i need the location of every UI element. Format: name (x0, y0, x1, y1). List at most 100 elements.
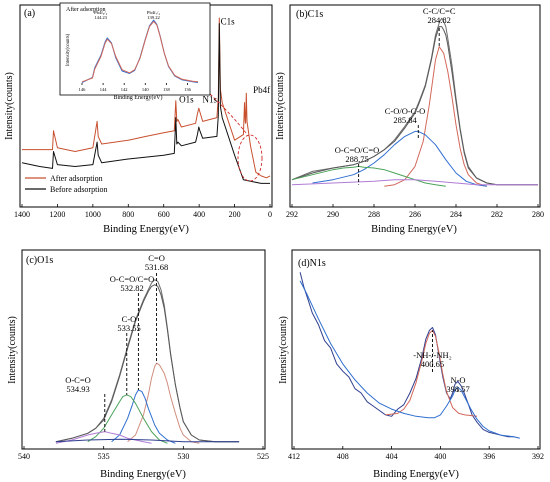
panel-d-series (299, 272, 520, 439)
panel-c-x-ticks: 540 535 530 525 (18, 446, 269, 461)
panel-b-ylabel: Intensity(counts) (275, 72, 286, 140)
panel-c-x-tick-label-3: 525 (257, 452, 269, 461)
panel-a-x-tick-label-6: 200 (229, 210, 241, 219)
panel-d: (d)N1s 412 408 404 400 396 392 Binding Energy… (278, 249, 544, 480)
legend-before-label: Before adsorption (50, 185, 108, 194)
panel-b-peak-name-0: C-C/C=C (423, 6, 456, 16)
panel-d-label: (d)N1s (298, 258, 326, 269)
panel-d-x-tick-label-2: 404 (386, 452, 398, 461)
panel-b-series-5-line (291, 179, 538, 186)
panel-c-peak-name-1: O-C=O/C=O (110, 274, 155, 284)
panel-b-series-2-line (384, 46, 487, 187)
panel-b-series-0-line (291, 17, 538, 186)
panel-a-xlabel: Binding Energy(eV) (103, 224, 189, 235)
panel-b-x-tick-label-0: 292 (286, 210, 298, 219)
inset-peak-name-0: Pb4f₅/₂ (94, 10, 108, 15)
panel-c-series-3-line (111, 389, 176, 444)
panel-c-peak-value-1: 532.82 (120, 283, 143, 293)
panel-d-peak-value-1: 398.57 (446, 384, 469, 394)
panel-a-annotation-1: O1s (179, 95, 194, 105)
panel-d-peak-value-0: 400.65 (421, 359, 444, 369)
inset-x-tick-label-4: 138 (163, 87, 171, 92)
panel-c-series-5-line (55, 431, 152, 444)
panel-b-series (291, 17, 538, 187)
panel-c-peak-value-0: 531.68 (145, 262, 168, 272)
panel-b-x-tick-label-3: 286 (409, 210, 421, 219)
panel-d-x-tick-label-0: 412 (288, 452, 300, 461)
panel-c-peak-name-3: O-C=O (65, 375, 91, 385)
panel-b-peak-name-2: O-C=O/C=O (335, 145, 380, 155)
inset-connector-line (209, 93, 247, 134)
panel-b-peak-value-0: 284.82 (428, 15, 451, 25)
panel-c-label: (c)O1s (26, 255, 53, 266)
inset-peak-name-1: Pb4f₇/₂ (147, 10, 161, 15)
panel-d-series-1-line (385, 329, 478, 417)
panel-b-x-ticks: 292 290 288 286 284 282 280 (286, 204, 544, 219)
pb4f-inset: After adsorption Intensity(counts) Bindi… (59, 2, 211, 101)
legend-after-label: After adsorption (50, 174, 103, 183)
panel-a-x-tick-label-2: 1000 (85, 210, 101, 219)
inset-series (81, 19, 199, 83)
panel-b-peak-value-1: 285.84 (393, 115, 417, 125)
inset-xlabel: Binding Energy(eV) (113, 94, 162, 101)
panel-a-label: (a) (24, 8, 35, 19)
panel-d-x-tick-label-4: 396 (483, 452, 495, 461)
panel-a-x-tick-label-0: 1400 (14, 210, 30, 219)
panel-c-peak-name-0: C=O (148, 253, 165, 263)
panel-a-annotation-2: N1s (203, 95, 218, 105)
panel-c-peak-value-3: 534.93 (66, 384, 89, 394)
inset-x-ticks: 146 144 142 140 138 136 (79, 83, 192, 92)
pb4f-highlight-ellipse (237, 134, 263, 182)
panel-c-x-tick-label-0: 540 (18, 452, 30, 461)
panel-b-series-3-line (312, 130, 487, 187)
panel-b-x-tick-label-4: 284 (450, 210, 462, 219)
panel-c-x-tick-label-2: 530 (177, 452, 189, 461)
panel-a-ylabel: Intensity(counts) (4, 72, 15, 140)
panel-a-x-tick-label-3: 800 (122, 210, 134, 219)
inset-series-1-line (81, 20, 199, 83)
panel-a-series (21, 17, 271, 184)
panel-a: (a) 1400 1200 1000 800 600 400 200 0 Binding En… (4, 2, 273, 235)
panel-d-ylabel: Intensity(counts) (278, 316, 289, 384)
panel-a-x-tick-label-7: 0 (268, 210, 272, 219)
panel-d-peak-name-1: N-O (450, 375, 465, 385)
inset-ylabel: Intensity(counts) (66, 33, 71, 66)
panel-c-series (55, 279, 240, 444)
panel-b: (b)C1s 292 290 288 286 284 282 280 Binding Ene… (275, 4, 544, 235)
panel-d-series-0-line (299, 272, 520, 439)
panel-c-series-2-line (127, 362, 200, 444)
panel-c-series-0-line (55, 279, 240, 443)
panel-b-x-tick-label-6: 280 (532, 210, 544, 219)
panel-c-ylabel: Intensity(counts) (7, 316, 18, 384)
panel-c-frame (21, 249, 266, 450)
panel-a-series-0-line (22, 17, 271, 179)
panel-b-peak-value-2: 288.75 (345, 154, 368, 164)
panel-d-xlabel: Binding Energy(eV) (373, 469, 459, 480)
panel-c-series-6-line (55, 438, 240, 443)
panel-c-x-tick-label-1: 535 (98, 452, 110, 461)
panel-a-x-tick-label-4: 600 (158, 210, 170, 219)
inset-title: After adsorption (66, 6, 106, 13)
panel-c-xlabel: Binding Energy(eV) (100, 469, 186, 480)
panel-a-x-tick-label-1: 1200 (49, 210, 65, 219)
inset-x-tick-label-0: 146 (79, 87, 87, 92)
inset-x-tick-label-3: 140 (142, 87, 150, 92)
inset-x-tick-label-2: 142 (121, 87, 128, 92)
panel-a-series-1-line (21, 23, 270, 184)
panel-a-peak-annotations: C1s O1s N1s Pb4f (179, 17, 270, 105)
inset-x-tick-label-5: 136 (184, 87, 192, 92)
panel-d-x-ticks: 412 408 404 400 396 392 (288, 446, 544, 461)
panel-d-peak-name-0: -NH-/-NH₂ (413, 350, 451, 360)
panel-c-peak-value-2: 533.55 (117, 323, 140, 333)
panel-d-series-2-line (299, 280, 520, 439)
panel-d-x-tick-label-5: 392 (532, 452, 544, 461)
panel-a-legend: After adsorption Before adsorption (25, 174, 108, 194)
inset-peak-value-1: 139.22 (147, 15, 160, 20)
panel-b-peak-name-1: C-O/O-C-O (385, 106, 426, 116)
panel-a-annotation-0: C1s (221, 17, 236, 27)
panel-b-series-1-line (291, 26, 538, 186)
